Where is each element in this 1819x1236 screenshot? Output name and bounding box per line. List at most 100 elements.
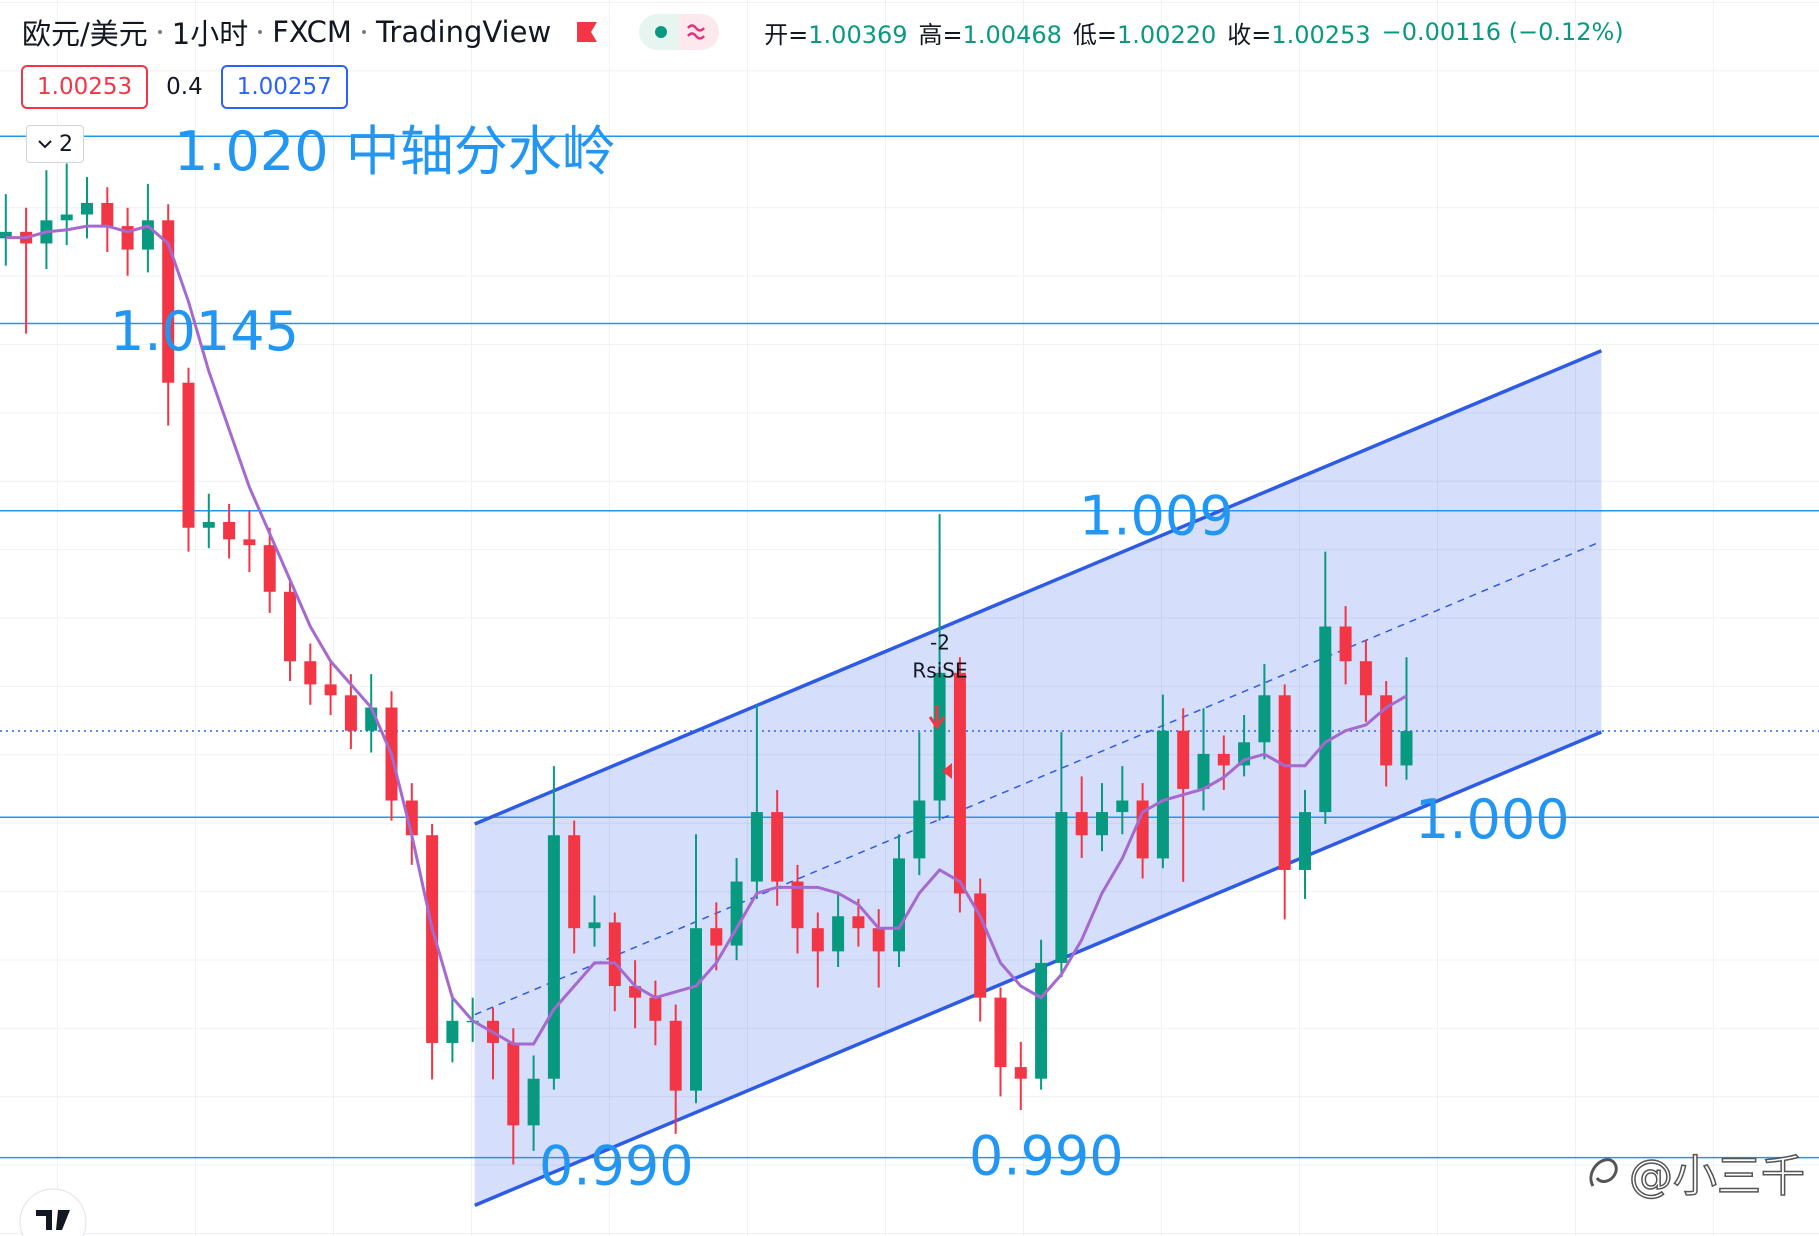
candle-body <box>446 1020 459 1043</box>
candle-body <box>1136 800 1149 859</box>
flag-icon[interactable] <box>575 21 599 43</box>
candle-body <box>1075 812 1088 836</box>
sell-price[interactable]: 1.00253 <box>21 65 149 109</box>
candle-body <box>547 835 560 1079</box>
buy-price[interactable]: 1.00257 <box>220 65 348 109</box>
candle-body <box>182 382 195 528</box>
tv-logo[interactable] <box>18 1186 88 1236</box>
level-label: 1.009 <box>1079 484 1234 547</box>
candle-body <box>1197 753 1210 789</box>
ohlc-value: 1.00468 <box>962 20 1062 49</box>
level-label: 1.000 <box>1415 788 1570 851</box>
candle-body <box>1319 626 1332 813</box>
candle-body <box>710 928 723 946</box>
candle-body <box>1096 812 1108 836</box>
candle-body <box>324 684 337 696</box>
pane-toggle[interactable]: 2 <box>26 125 84 163</box>
level-label: 0.990 <box>539 1134 694 1197</box>
signal-label: RsiSE <box>912 659 967 683</box>
ohlc-value: 1.00253 <box>1271 20 1371 49</box>
watermark: @小三千 <box>1585 1140 1806 1204</box>
candle-body <box>669 1020 682 1091</box>
ohlc-label: 低= <box>1072 20 1117 49</box>
candle-body <box>1116 800 1129 813</box>
watermark-icon <box>1589 1158 1618 1187</box>
ohlc-value: 1.00220 <box>1117 20 1217 49</box>
separator <box>258 30 263 34</box>
candle-body <box>690 928 702 1091</box>
price-row: 1.00253 0.4 1.00257 <box>21 65 348 109</box>
candle-body <box>344 695 357 731</box>
candle-body <box>284 591 296 662</box>
candle-body <box>507 1042 520 1126</box>
level-label: 1.020 中轴分水岭 <box>174 120 616 183</box>
candle-body <box>933 672 946 801</box>
candle-body <box>629 986 642 998</box>
ohlc-item: 高=1.00468 <box>919 15 1062 50</box>
channel-upper <box>474 349 1603 826</box>
candle-body <box>426 835 439 1043</box>
pane-count: 2 <box>59 131 73 157</box>
ohlc-label: 开= <box>764 20 809 49</box>
ohlc-item: 低=1.00220 <box>1073 15 1216 50</box>
candle-body <box>832 916 845 952</box>
candle-body <box>1055 812 1068 963</box>
candle-body <box>730 881 743 946</box>
candle-body <box>1380 695 1393 766</box>
status-pill[interactable] <box>639 14 720 50</box>
watermark-text: @小三千 <box>1628 1150 1806 1203</box>
ohlc-item: 开=1.00369 <box>764 15 907 50</box>
separator <box>361 30 366 34</box>
ohlc-label: 高= <box>918 20 963 49</box>
candle-body <box>893 858 905 952</box>
signal-label: -2 <box>930 631 950 655</box>
candle-body <box>263 545 276 592</box>
candle-body <box>953 672 966 894</box>
candle-body <box>0 231 12 239</box>
candle-body <box>1156 730 1169 859</box>
candle-body <box>243 539 256 546</box>
candle-body <box>304 661 317 685</box>
candle-body <box>1278 695 1291 870</box>
candle-body <box>791 881 804 929</box>
candle-body <box>223 521 236 540</box>
candle-body <box>750 812 763 882</box>
candle-body <box>568 835 581 929</box>
candle-body <box>608 922 621 987</box>
candle-body <box>81 202 93 215</box>
candle-body <box>811 928 824 952</box>
legend-header: 欧元/美元 1小时 FXCM TradingView 开=1.00369 高=1.… <box>22 12 1624 52</box>
candle-body <box>1299 812 1311 870</box>
candle-body <box>649 997 662 1021</box>
interval[interactable]: 1小时 <box>171 17 249 51</box>
candle-body <box>1339 626 1352 662</box>
change: −0.00116 (−0.12%) <box>1381 18 1624 46</box>
candle-body <box>1359 661 1372 696</box>
signal-triangle <box>942 763 952 779</box>
channel-median <box>474 540 1602 1016</box>
level-label: 1.0145 <box>110 300 299 363</box>
ohlc-label: 收= <box>1227 20 1272 49</box>
candle-body <box>1217 753 1230 766</box>
ohlc-item: 收=1.00253 <box>1227 15 1370 50</box>
spread: 0.4 <box>166 74 203 100</box>
chevron <box>38 140 52 149</box>
moving-average <box>5 224 1408 1046</box>
ohlc-value: 1.00369 <box>808 20 908 49</box>
candle-body <box>588 922 601 929</box>
ohlc-values: 开=1.00369 高=1.00468 低=1.00220 收=1.00253 <box>753 15 1370 50</box>
candle-body <box>527 1078 540 1126</box>
candle-body <box>162 220 175 383</box>
candle-body <box>1035 962 1048 1079</box>
candle-body <box>852 916 865 929</box>
candle-body <box>1177 730 1190 789</box>
candle-body <box>994 997 1007 1068</box>
candle-body <box>913 800 926 859</box>
exchange: FXCM <box>272 15 352 49</box>
separator <box>157 30 162 34</box>
symbol[interactable]: 欧元/美元 <box>22 17 148 51</box>
candle-body <box>1014 1067 1027 1079</box>
